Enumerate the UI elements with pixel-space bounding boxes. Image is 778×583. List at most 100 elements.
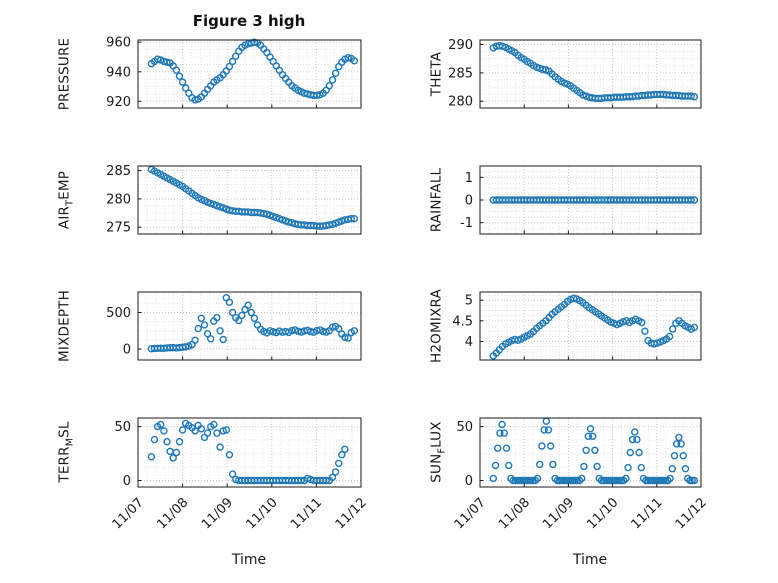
- svg-text:11/09: 11/09: [199, 495, 236, 532]
- ylabel-terr-msl: TERRMSL: [56, 421, 76, 483]
- y-tick-labels: 0 50: [456, 420, 473, 489]
- svg-text:5: 5: [465, 294, 473, 309]
- tick-marks: [479, 44, 702, 108]
- subplot-terrmsl: 0 50 11/07 11/08 11/09 11/10 11/11 11/12: [110, 417, 370, 532]
- data-points: [489, 294, 699, 360]
- tick-marks: [479, 426, 702, 487]
- svg-text:11/10: 11/10: [244, 495, 281, 532]
- svg-text:0: 0: [123, 474, 131, 489]
- ylabel-sun-flux: SUNFLUX: [428, 421, 448, 483]
- svg-text:285: 285: [448, 66, 473, 81]
- data-points: [147, 294, 358, 353]
- ylabel-text: PRESSURE: [56, 37, 73, 111]
- svg-text:940: 940: [106, 65, 131, 80]
- svg-text:280: 280: [106, 192, 131, 207]
- data-points: [147, 419, 349, 485]
- x-tick-labels: 11/07 11/08 11/09 11/10 11/11 11/12: [110, 495, 370, 532]
- grid-lines: [138, 292, 361, 360]
- grid-lines: [480, 166, 701, 234]
- ylabel-text: MIXDEPTH: [56, 290, 73, 362]
- svg-text:11/09: 11/09: [540, 495, 577, 532]
- axis-box: [137, 291, 362, 361]
- svg-text:4.5: 4.5: [452, 314, 473, 329]
- svg-text:0: 0: [465, 194, 473, 209]
- axis-box: [137, 39, 362, 109]
- axis-box: [137, 165, 362, 235]
- svg-text:50: 50: [114, 420, 131, 435]
- subplot-sunflux: 0 50 11/07 11/08 11/09 11/10 11/11 11/12: [452, 417, 710, 532]
- ylabel-text: AIR: [56, 205, 73, 230]
- axis-box: [137, 417, 362, 488]
- data-points: [489, 42, 699, 103]
- svg-text:50: 50: [456, 420, 473, 435]
- svg-text:11/12: 11/12: [333, 495, 370, 532]
- svg-text:275: 275: [106, 221, 131, 236]
- y-tick-labels: 0 500: [106, 306, 131, 358]
- subplot-h2omixra: 44.55: [452, 291, 702, 361]
- svg-text:11/08: 11/08: [496, 495, 533, 532]
- tick-marks: [137, 426, 362, 487]
- y-tick-labels: 0 50: [114, 420, 131, 489]
- subplot-mixdepth: 0 500: [106, 291, 362, 361]
- svg-text:285: 285: [106, 164, 131, 179]
- y-tick-labels: 280 285 290: [448, 38, 473, 110]
- y-tick-labels: -1 0 1: [460, 171, 473, 231]
- tick-marks: [137, 170, 362, 234]
- x-tick-labels: 11/07 11/08 11/09 11/10 11/11 11/12: [452, 495, 710, 532]
- tick-marks: [137, 41, 362, 108]
- axis-box: [479, 291, 702, 361]
- axis-box: [479, 39, 702, 109]
- y-tick-labels: 275 280 285: [106, 164, 131, 236]
- data-points: [489, 417, 699, 485]
- grid-lines: [138, 40, 361, 108]
- svg-text:11/10: 11/10: [584, 495, 621, 532]
- svg-text:920: 920: [106, 95, 131, 110]
- ylabel-air-temp: AIRTEMP: [56, 170, 76, 230]
- svg-text:290: 290: [448, 38, 473, 53]
- tick-marks: [479, 176, 702, 234]
- svg-text:11/08: 11/08: [154, 495, 191, 532]
- subplot-pressure: 920 940 960: [106, 36, 362, 110]
- svg-text:11/12: 11/12: [673, 495, 710, 532]
- xaxis-label-right: Time: [572, 552, 608, 568]
- ylabel-theta: THETA: [429, 52, 448, 96]
- subplot-airtemp: 275 280 285: [106, 164, 362, 236]
- svg-text:0: 0: [465, 474, 473, 489]
- ylabel-text: SUN: [428, 453, 445, 483]
- svg-text:4: 4: [465, 335, 473, 350]
- ylabel-pressure: PRESSURE: [57, 38, 76, 111]
- axis-box: [479, 417, 702, 488]
- ylabel-mixdepth: MIXDEPTH: [57, 290, 76, 362]
- svg-text:960: 960: [106, 36, 131, 51]
- figure-title: Figure 3 high: [192, 12, 306, 30]
- ylabel-text: H2OMIXRA: [428, 289, 445, 363]
- svg-text:11/07: 11/07: [110, 495, 147, 532]
- svg-text:11/11: 11/11: [629, 495, 666, 532]
- ylabel-text: THETA: [428, 51, 445, 97]
- grid-lines: [480, 292, 701, 360]
- data-points: [489, 196, 699, 204]
- tick-marks: [137, 312, 362, 360]
- subplot-rainfall: -1 0 1: [460, 165, 702, 235]
- svg-text:280: 280: [448, 95, 473, 110]
- tick-marks: [479, 299, 702, 360]
- ylabel-text: TERR: [56, 446, 73, 483]
- svg-text:1: 1: [465, 171, 473, 186]
- xaxis-label-left: Time: [231, 552, 267, 568]
- ylabel-h2omixra: H2OMIXRA: [429, 289, 448, 363]
- y-tick-labels: 44.55: [452, 294, 473, 350]
- subplot-theta: 280 285 290: [448, 38, 702, 110]
- ylabel-text: RAINFALL: [428, 167, 445, 233]
- data-points: [147, 165, 358, 230]
- data-points: [147, 38, 358, 104]
- svg-text:11/11: 11/11: [288, 495, 325, 532]
- svg-text:-1: -1: [460, 216, 473, 231]
- grid-lines: [138, 418, 361, 487]
- grid-lines: [480, 418, 701, 487]
- svg-text:500: 500: [106, 306, 131, 321]
- y-tick-labels: 920 940 960: [106, 36, 131, 110]
- svg-text:0: 0: [123, 343, 131, 358]
- ylabel-rainfall: RAINFALL: [429, 168, 448, 233]
